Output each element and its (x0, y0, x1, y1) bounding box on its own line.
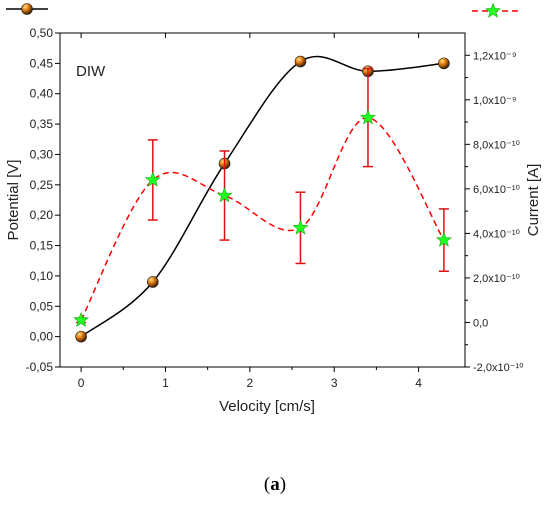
caption-close: ) (279, 474, 287, 495)
chart: 0 1 2 3 4 -0,05 0,00 0,05 0,10 0,15 0,20 0,25 0,30 0,… (5, 2, 542, 415)
y-left-tick-label: 0,05 (30, 299, 54, 313)
x-tick-label: 2 (247, 376, 254, 390)
plot-frame (59, 32, 466, 368)
data-point-star (360, 109, 376, 125)
y-left-tick-label: 0,35 (30, 117, 54, 131)
y-left-tick-label: 0,15 (30, 239, 54, 253)
data-point-sphere (75, 330, 87, 343)
annotation-label: DIW (76, 63, 106, 80)
data-point-sphere (438, 57, 450, 70)
x-axis-title: Velocity [cm/s] (219, 398, 315, 415)
caption-letter: a (270, 474, 280, 495)
series-line-2 (80, 116, 445, 321)
y-left-tick-label: 0,45 (30, 56, 54, 70)
y-left-tick-label: 0,00 (30, 330, 54, 344)
y-right-tick-label: 1,0x10⁻⁹ (473, 95, 517, 107)
figure-caption: (a) (0, 474, 550, 496)
y-axis-left-title: Potential [V] (5, 160, 22, 241)
legend-marker-potential (21, 3, 33, 15)
y-left-tick-label: 0,50 (30, 26, 54, 40)
plot-area (73, 55, 452, 343)
legend-marker-current (485, 2, 501, 18)
axes: 0 1 2 3 4 -0,05 0,00 0,05 0,10 0,15 0,20 0,25 0,30 0,… (26, 26, 525, 390)
y-left-tick-label: 0,25 (30, 178, 54, 192)
y-right-tick-label: 6,0x10⁻¹⁰ (473, 184, 520, 196)
caption-open: ( (263, 474, 271, 495)
y-left-tick-label: 0,20 (30, 208, 54, 222)
legend (6, 2, 520, 18)
y-right-tick-label: 4,0x10⁻¹⁰ (473, 228, 520, 240)
x-tick-label: 0 (78, 376, 85, 390)
y-left-tick-label: 0,10 (30, 269, 54, 283)
data-point-sphere (147, 276, 159, 288)
x-tick-label: 4 (415, 376, 422, 390)
y-right-tick-label: 2,0x10⁻¹⁰ (473, 273, 520, 285)
data-point-star (436, 231, 452, 247)
y-right-tick-label: 8,0x10⁻¹⁰ (473, 139, 520, 151)
data-point-sphere (294, 55, 307, 68)
y-axis-right-title: Current [A] (525, 164, 542, 237)
data-point-star (144, 171, 161, 187)
data-point-star (216, 187, 233, 203)
series-line-1 (80, 55, 444, 338)
y-right-tick-label: 1,2x10⁻⁹ (473, 50, 517, 62)
y-left-tick-label: 0,30 (30, 147, 54, 161)
y-left-tick-label: 0,40 (30, 87, 54, 101)
x-tick-label: 3 (331, 376, 338, 390)
data-point-star (73, 311, 90, 327)
y-right-tick-label: 0,0 (473, 317, 488, 329)
x-tick-label: 1 (162, 376, 169, 390)
y-left-tick-label: -0,05 (26, 360, 54, 374)
y-right-tick-label: -2,0x10⁻¹⁰ (473, 362, 524, 374)
data-point-star (292, 219, 309, 235)
